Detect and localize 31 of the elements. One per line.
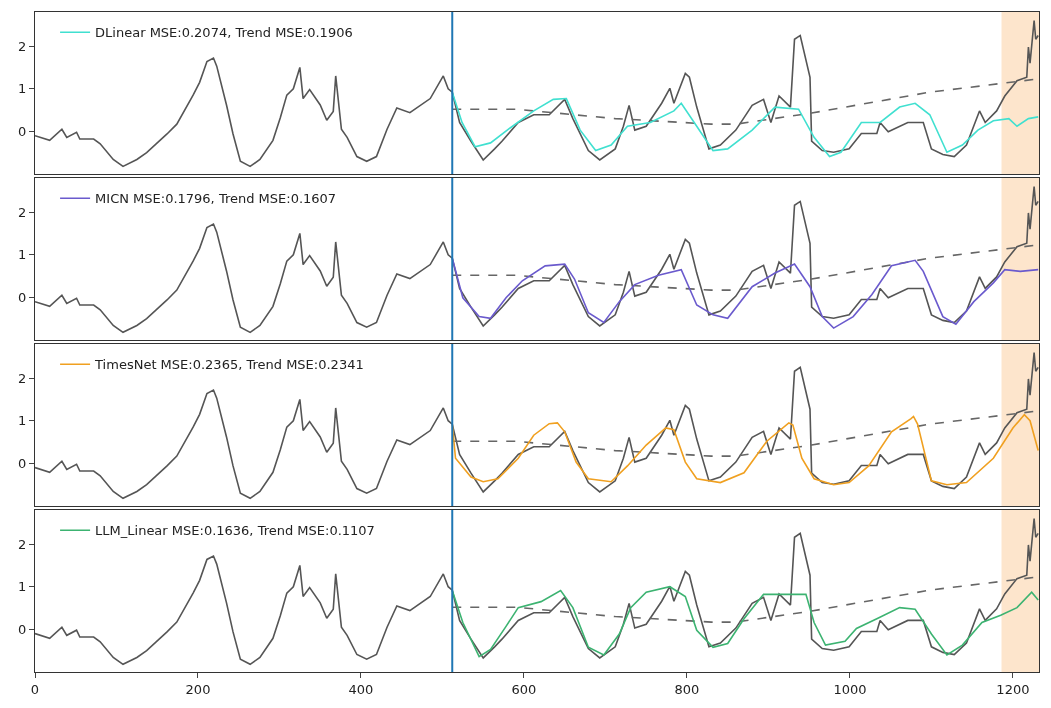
y-tick-label: 2 <box>18 38 27 54</box>
x-tick-label: 0 <box>30 681 40 697</box>
y-tick-label: 1 <box>18 413 27 429</box>
y-tick-label: 0 <box>18 123 27 139</box>
x-tick-label: 800 <box>674 681 700 697</box>
line-series <box>35 517 1039 666</box>
x-tick-label: 600 <box>511 681 537 697</box>
y-tick-label: 0 <box>18 621 27 637</box>
legend-label: DLinear MSE:0.2074, Trend MSE:0.1906 <box>95 25 353 41</box>
y-tick-label: 2 <box>18 204 27 220</box>
line-series <box>451 91 1039 158</box>
y-tick-label: 1 <box>18 579 27 595</box>
y-tick-label: 0 <box>18 455 27 471</box>
x-tick-label: 200 <box>185 681 211 697</box>
line-series <box>35 19 1039 168</box>
y-tick-label: 2 <box>18 536 27 552</box>
y-tick-label: 1 <box>18 247 27 263</box>
x-tick-label: 1000 <box>833 681 867 697</box>
legend-label: MICN MSE:0.1796, Trend MSE:0.1607 <box>95 191 337 207</box>
line-series <box>451 585 1039 658</box>
line-series <box>451 413 1039 486</box>
legend-label: TimesNet MSE:0.2365, Trend MSE:0.2341 <box>94 357 364 373</box>
line-series <box>35 351 1039 500</box>
y-tick-label: 1 <box>18 81 27 97</box>
line-series <box>35 185 1039 334</box>
x-tick-label: 400 <box>348 681 374 697</box>
legend-label: LLM_Linear MSE:0.1636, Trend MSE:0.1107 <box>95 523 375 539</box>
line-series <box>451 257 1039 329</box>
y-tick-label: 2 <box>18 370 27 386</box>
x-tick-label: 1200 <box>996 681 1030 697</box>
y-tick-label: 0 <box>18 289 27 305</box>
